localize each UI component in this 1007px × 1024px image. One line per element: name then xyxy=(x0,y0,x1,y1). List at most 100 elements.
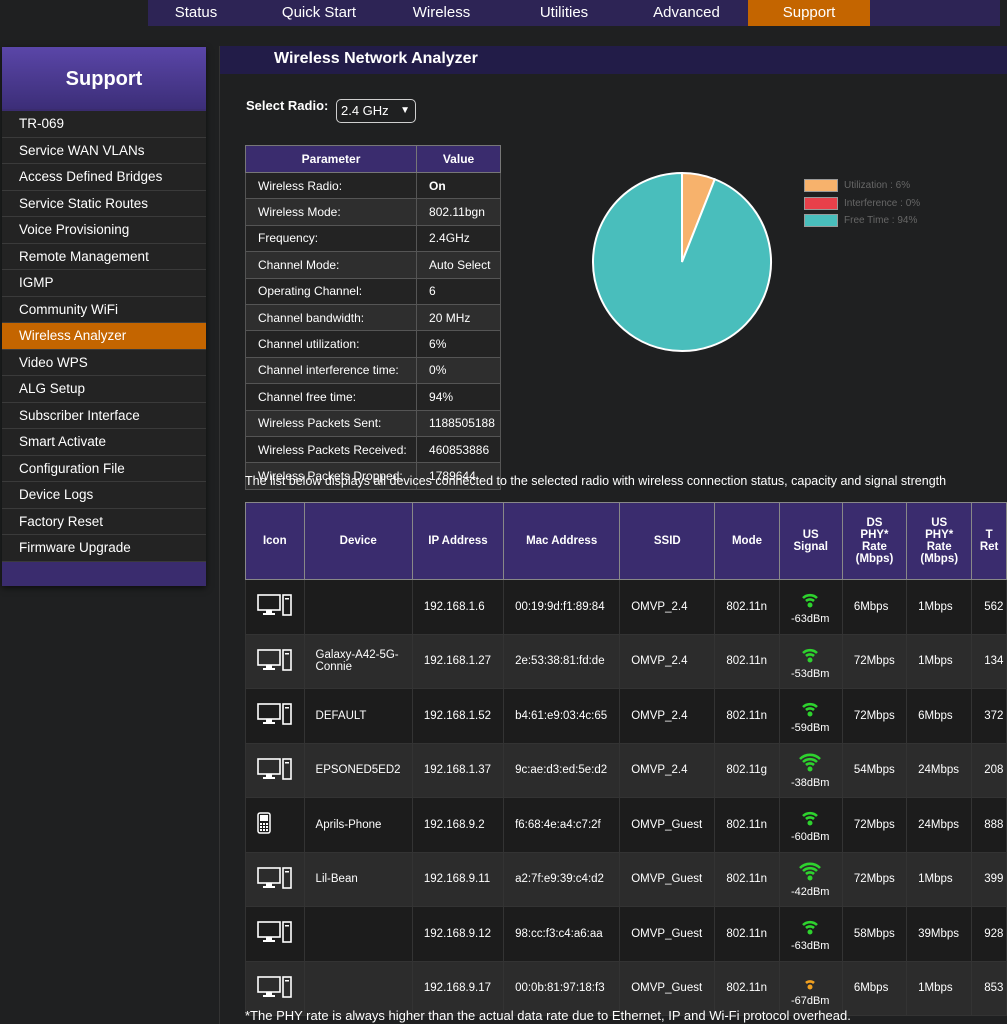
cell-mode: 802.11n xyxy=(714,906,780,962)
param-name: Wireless Packets Received: xyxy=(244,435,418,464)
param-name: Wireless Radio: xyxy=(244,171,418,200)
sidebar-footer xyxy=(2,564,206,586)
cell-signal: -59dBm xyxy=(778,688,843,744)
cell-t: 134 xyxy=(971,633,1007,689)
cell-device: DEFAULT xyxy=(303,688,413,744)
param-row: Channel utilization: 6% xyxy=(244,330,501,358)
cell-us: 1Mbps xyxy=(906,960,973,1016)
param-value: 6% xyxy=(416,330,501,358)
cell-signal: -42dBm xyxy=(778,851,843,907)
cell-ip: 192.168.9.17 xyxy=(411,960,505,1016)
tab-status[interactable]: Status xyxy=(174,4,218,21)
cell-signal: -67dBm xyxy=(778,960,843,1016)
table-row: 192.168.1.6 00:19:9d:f1:89:84 OMVP_2.4 802.… xyxy=(245,579,1007,635)
cell-ssid: OMVP_Guest xyxy=(619,797,716,853)
cell-mac: f6:68:4e:a4:c7:2f xyxy=(503,797,621,853)
cell-device: Aprils-Phone xyxy=(303,797,413,853)
sidebar-item-factory-reset[interactable]: Factory Reset xyxy=(2,508,206,535)
cell-us: 24Mbps xyxy=(906,797,973,853)
cell-device: Galaxy-A42-5G-Connie xyxy=(303,633,413,689)
table-row: DEFAULT 192.168.1.52 b4:61:e9:03:4c:65 OMVP… xyxy=(245,688,1007,744)
device-header-us-signal: US Signal xyxy=(778,502,843,580)
table-row: EPSONED5ED2 192.168.1.37 9c:ae:d3:ed:5e:d2… xyxy=(245,742,1007,798)
cell-ip: 192.168.9.12 xyxy=(411,906,505,962)
parameter-table: Parameter Value Wireless Radio: On Wireles… xyxy=(244,145,501,490)
cell-signal: -63dBm xyxy=(778,579,843,635)
cell-mac: 00:0b:81:97:18:f3 xyxy=(503,960,621,1016)
cell-mode: 802.11n xyxy=(714,960,780,1016)
sidebar-item-smart-activate[interactable]: Smart Activate xyxy=(2,429,206,456)
sidebar-item-service-wan-vlans[interactable]: Service WAN VLANs xyxy=(2,137,206,164)
param-value: On xyxy=(416,171,501,200)
sidebar-item-subscriber-interface[interactable]: Subscriber Interface xyxy=(2,402,206,429)
cell-ssid: OMVP_Guest xyxy=(619,906,716,962)
sidebar-item-wireless-analyzer[interactable]: Wireless Analyzer xyxy=(2,323,206,350)
device-list-description: The list below displays all devices conn… xyxy=(245,474,947,488)
cell-icon xyxy=(245,797,305,853)
cell-device xyxy=(303,960,413,1016)
sidebar-item-igmp[interactable]: IGMP xyxy=(2,270,206,297)
param-value: 6 xyxy=(416,277,501,305)
cell-ssid: OMVP_Guest xyxy=(619,851,716,907)
cell-mode: 802.11n xyxy=(714,851,780,907)
tab-quick-start[interactable]: Quick Start xyxy=(281,4,357,21)
tab-wireless[interactable]: Wireless xyxy=(412,4,471,21)
sidebar-menu: TR-069 Service WAN VLANs Access Defined … xyxy=(2,111,206,562)
wifi-signal-icon xyxy=(798,921,822,938)
tab-advanced[interactable]: Advanced xyxy=(653,4,720,21)
sidebar-item-video-wps[interactable]: Video WPS xyxy=(2,349,206,376)
cell-ds: 72Mbps xyxy=(841,633,908,689)
desktop-icon xyxy=(257,921,293,946)
table-row: Lil-Bean 192.168.9.11 a2:7f:e9:39:c4:d2 OMV… xyxy=(245,851,1007,907)
desktop-icon xyxy=(257,975,293,1001)
signal-strength: -59dBm xyxy=(790,722,830,735)
param-row: Channel free time: 94% xyxy=(244,383,501,411)
param-value: 20 MHz xyxy=(416,303,501,332)
pie-slice-2 xyxy=(592,171,772,352)
cell-icon xyxy=(245,960,305,1016)
cell-ds: 54Mbps xyxy=(841,742,908,798)
cell-icon xyxy=(245,688,305,744)
desktop-icon xyxy=(257,594,293,619)
legend-swatch xyxy=(804,214,838,228)
legend-label: Interference : 0% xyxy=(844,197,921,209)
legend-swatch xyxy=(804,196,838,210)
param-row: Operating Channel: 6 xyxy=(244,277,501,305)
cell-signal: -53dBm xyxy=(778,633,843,689)
sidebar-item-alg-setup[interactable]: ALG Setup xyxy=(2,376,206,403)
device-header-mac: Mac Address xyxy=(503,502,621,580)
param-row: Channel Mode: Auto Select xyxy=(244,251,501,279)
device-table: Icon Device IP Address Mac Address SSID … xyxy=(245,502,1007,1016)
cell-signal: -38dBm xyxy=(778,742,843,798)
sidebar-item-configuration-file[interactable]: Configuration File xyxy=(2,455,206,482)
cell-mac: a2:7f:e9:39:c4:d2 xyxy=(503,851,621,907)
sidebar-item-device-logs[interactable]: Device Logs xyxy=(2,482,206,509)
cell-device xyxy=(303,906,413,962)
device-header-ssid: SSID xyxy=(619,502,716,580)
signal-strength: -53dBm xyxy=(790,667,830,680)
sidebar-item-tr-069[interactable]: TR-069 xyxy=(2,111,206,138)
cell-mac: 00:19:9d:f1:89:84 xyxy=(503,579,621,635)
cell-icon xyxy=(245,579,305,635)
cell-ip: 192.168.1.27 xyxy=(411,633,505,689)
select-radio-dropdown[interactable]: 2.4 GHz ▼ xyxy=(336,99,416,123)
page-title-bar: Wireless Network Analyzer xyxy=(220,46,1007,74)
cell-ssid: OMVP_2.4 xyxy=(619,742,716,798)
device-header-icon: Icon xyxy=(245,502,305,580)
param-value: 1188505188 xyxy=(416,409,501,437)
sidebar-item-remote-management[interactable]: Remote Management xyxy=(2,243,206,270)
sidebar-item-voice-provisioning[interactable]: Voice Provisioning xyxy=(2,217,206,244)
device-header-ip: IP Address xyxy=(411,502,505,580)
cell-ds: 72Mbps xyxy=(841,851,908,907)
device-header-device: Device xyxy=(303,502,413,580)
wifi-signal-icon xyxy=(798,648,822,666)
sidebar-item-community-wifi[interactable]: Community WiFi xyxy=(2,296,206,323)
param-row: Wireless Mode: 802.11bgn xyxy=(244,198,501,226)
tab-utilities[interactable]: Utilities xyxy=(539,4,589,21)
sidebar-item-service-static-routes[interactable]: Service Static Routes xyxy=(2,190,206,217)
sidebar-item-firmware-upgrade[interactable]: Firmware Upgrade xyxy=(2,535,206,562)
sidebar-item-access-defined-bridges[interactable]: Access Defined Bridges xyxy=(2,164,206,191)
tab-support[interactable]: Support xyxy=(748,0,870,26)
cell-mode: 802.11n xyxy=(714,579,780,635)
cell-mode: 802.11g xyxy=(714,742,780,798)
